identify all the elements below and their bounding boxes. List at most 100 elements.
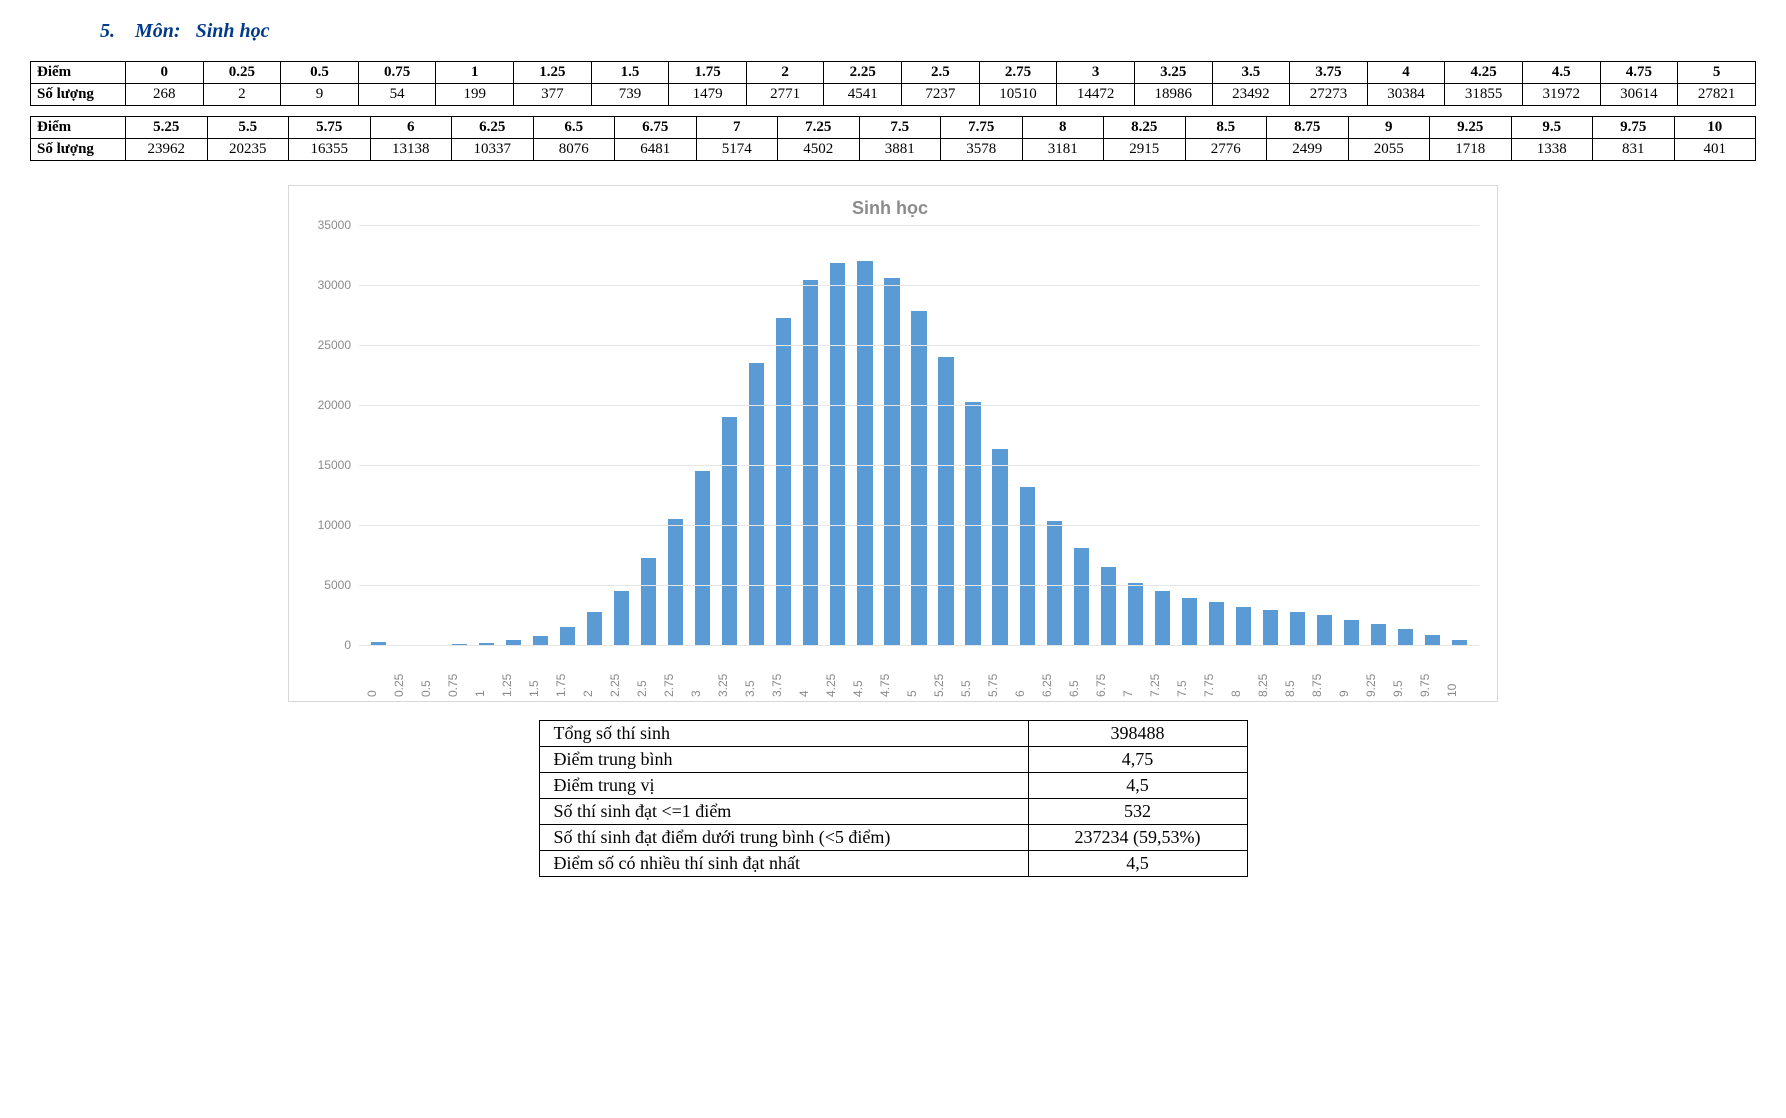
count-cell: 30614: [1600, 84, 1678, 106]
x-axis-label: 3.75: [770, 674, 784, 697]
summary-row: Số thí sinh đạt <=1 điểm532: [539, 799, 1247, 825]
x-axis-label: 5.75: [986, 674, 1000, 697]
bar: [1236, 607, 1251, 645]
x-axis-label: 3.5: [743, 680, 757, 697]
count-cell: 199: [436, 84, 514, 106]
count-cell: 831: [1593, 139, 1675, 161]
bar: [830, 263, 845, 645]
bar: [560, 627, 575, 645]
count-cell: 739: [591, 84, 669, 106]
gridline: [359, 225, 1479, 226]
count-cell: 401: [1674, 139, 1756, 161]
bar: [965, 402, 980, 645]
count-cell: 13138: [370, 139, 452, 161]
count-cell: 1479: [669, 84, 747, 106]
x-axis-label: 4: [797, 690, 811, 697]
x-axis-label: 7.75: [1202, 674, 1216, 697]
count-cell: 20235: [207, 139, 289, 161]
score-header-cell: 8.5: [1185, 117, 1267, 139]
bar: [1398, 629, 1413, 645]
x-axis-label: 0: [365, 690, 379, 697]
bar-slot: [473, 225, 500, 645]
x-axis-label: 2.25: [608, 674, 622, 697]
x-axis-label: 0.25: [392, 674, 406, 697]
bar-slot: [581, 225, 608, 645]
bar-slot: [933, 225, 960, 645]
bar-slot: [1311, 225, 1338, 645]
summary-value: 4,75: [1028, 747, 1247, 773]
summary-label: Số thí sinh đạt <=1 điểm: [539, 799, 1028, 825]
bar: [668, 519, 683, 645]
x-axis-label: 9: [1337, 690, 1351, 697]
bar-slot: [1041, 225, 1068, 645]
bar: [1317, 615, 1332, 645]
score-header-cell: 7.5: [859, 117, 941, 139]
section-subject: Sinh học: [196, 20, 270, 42]
score-header-cell: 5.25: [126, 117, 208, 139]
x-axis-label: 4.25: [824, 674, 838, 697]
x-axis-label: 2.5: [635, 680, 649, 697]
score-header-cell: 9.25: [1430, 117, 1512, 139]
score-table-bottom: Điểm5.255.55.7566.256.56.7577.257.57.758…: [30, 116, 1756, 161]
histogram-chart: Sinh học 0500010000150002000025000300003…: [288, 185, 1498, 702]
bar-slot: [446, 225, 473, 645]
count-cell: 8076: [533, 139, 615, 161]
y-axis-label: 35000: [301, 218, 351, 232]
bar: [1209, 602, 1224, 645]
bar-slot: [1014, 225, 1041, 645]
score-table-top: Điểm00.250.50.7511.251.51.7522.252.52.75…: [30, 61, 1756, 106]
y-axis-label: 15000: [301, 458, 351, 472]
score-header-cell: 3.5: [1212, 62, 1290, 84]
score-header-cell: 0.75: [358, 62, 436, 84]
bar-slot: [527, 225, 554, 645]
gridline: [359, 525, 1479, 526]
score-header-cell: 5.75: [289, 117, 371, 139]
summary-label: Điểm trung vị: [539, 773, 1028, 799]
count-cell: 4541: [824, 84, 902, 106]
bar: [1182, 598, 1197, 645]
x-axis-label: 3: [689, 690, 703, 697]
bar: [992, 449, 1007, 645]
bar-slot: [500, 225, 527, 645]
score-header-cell: 3.75: [1290, 62, 1368, 84]
count-cell: 2915: [1104, 139, 1186, 161]
y-axis-label: 20000: [301, 398, 351, 412]
count-cell: 2771: [746, 84, 824, 106]
bar: [587, 612, 602, 645]
bar-slot: [960, 225, 987, 645]
summary-row: Điểm số có nhiều thí sinh đạt nhất4,5: [539, 851, 1247, 877]
bar-slot: [1284, 225, 1311, 645]
count-cell: 14472: [1057, 84, 1135, 106]
row-head-diem-2: Điểm: [31, 117, 126, 139]
score-header-cell: 0.25: [203, 62, 281, 84]
score-header-cell: 2.75: [979, 62, 1057, 84]
score-header-cell: 7.75: [941, 117, 1023, 139]
score-header-cell: 6.5: [533, 117, 615, 139]
x-axis-label: 4.5: [851, 680, 865, 697]
count-cell: 31972: [1522, 84, 1600, 106]
x-axis-label: 0.75: [446, 674, 460, 697]
x-axis-label: 0.5: [419, 680, 433, 697]
score-header-cell: 5: [1678, 62, 1756, 84]
count-cell: 27273: [1290, 84, 1368, 106]
gridline: [359, 405, 1479, 406]
bar: [614, 591, 629, 645]
x-axis-label: 7.5: [1175, 680, 1189, 697]
count-cell: 7237: [902, 84, 980, 106]
count-cell: 31855: [1445, 84, 1523, 106]
x-axis-label: 5.5: [959, 680, 973, 697]
section-label: Môn:: [135, 20, 181, 42]
summary-row: Điểm trung vị4,5: [539, 773, 1247, 799]
score-header-cell: 10: [1674, 117, 1756, 139]
count-cell: 3181: [1022, 139, 1104, 161]
x-axis-label: 6.75: [1094, 674, 1108, 697]
bar: [1020, 487, 1035, 645]
x-axis-label: 1.25: [500, 674, 514, 697]
score-header-cell: 8.25: [1104, 117, 1186, 139]
score-header-cell: 3.25: [1134, 62, 1212, 84]
x-axis-label: 8.75: [1310, 674, 1324, 697]
bar: [1263, 610, 1278, 645]
gridline: [359, 645, 1479, 646]
count-cell: 2055: [1348, 139, 1430, 161]
count-cell: 10337: [452, 139, 534, 161]
